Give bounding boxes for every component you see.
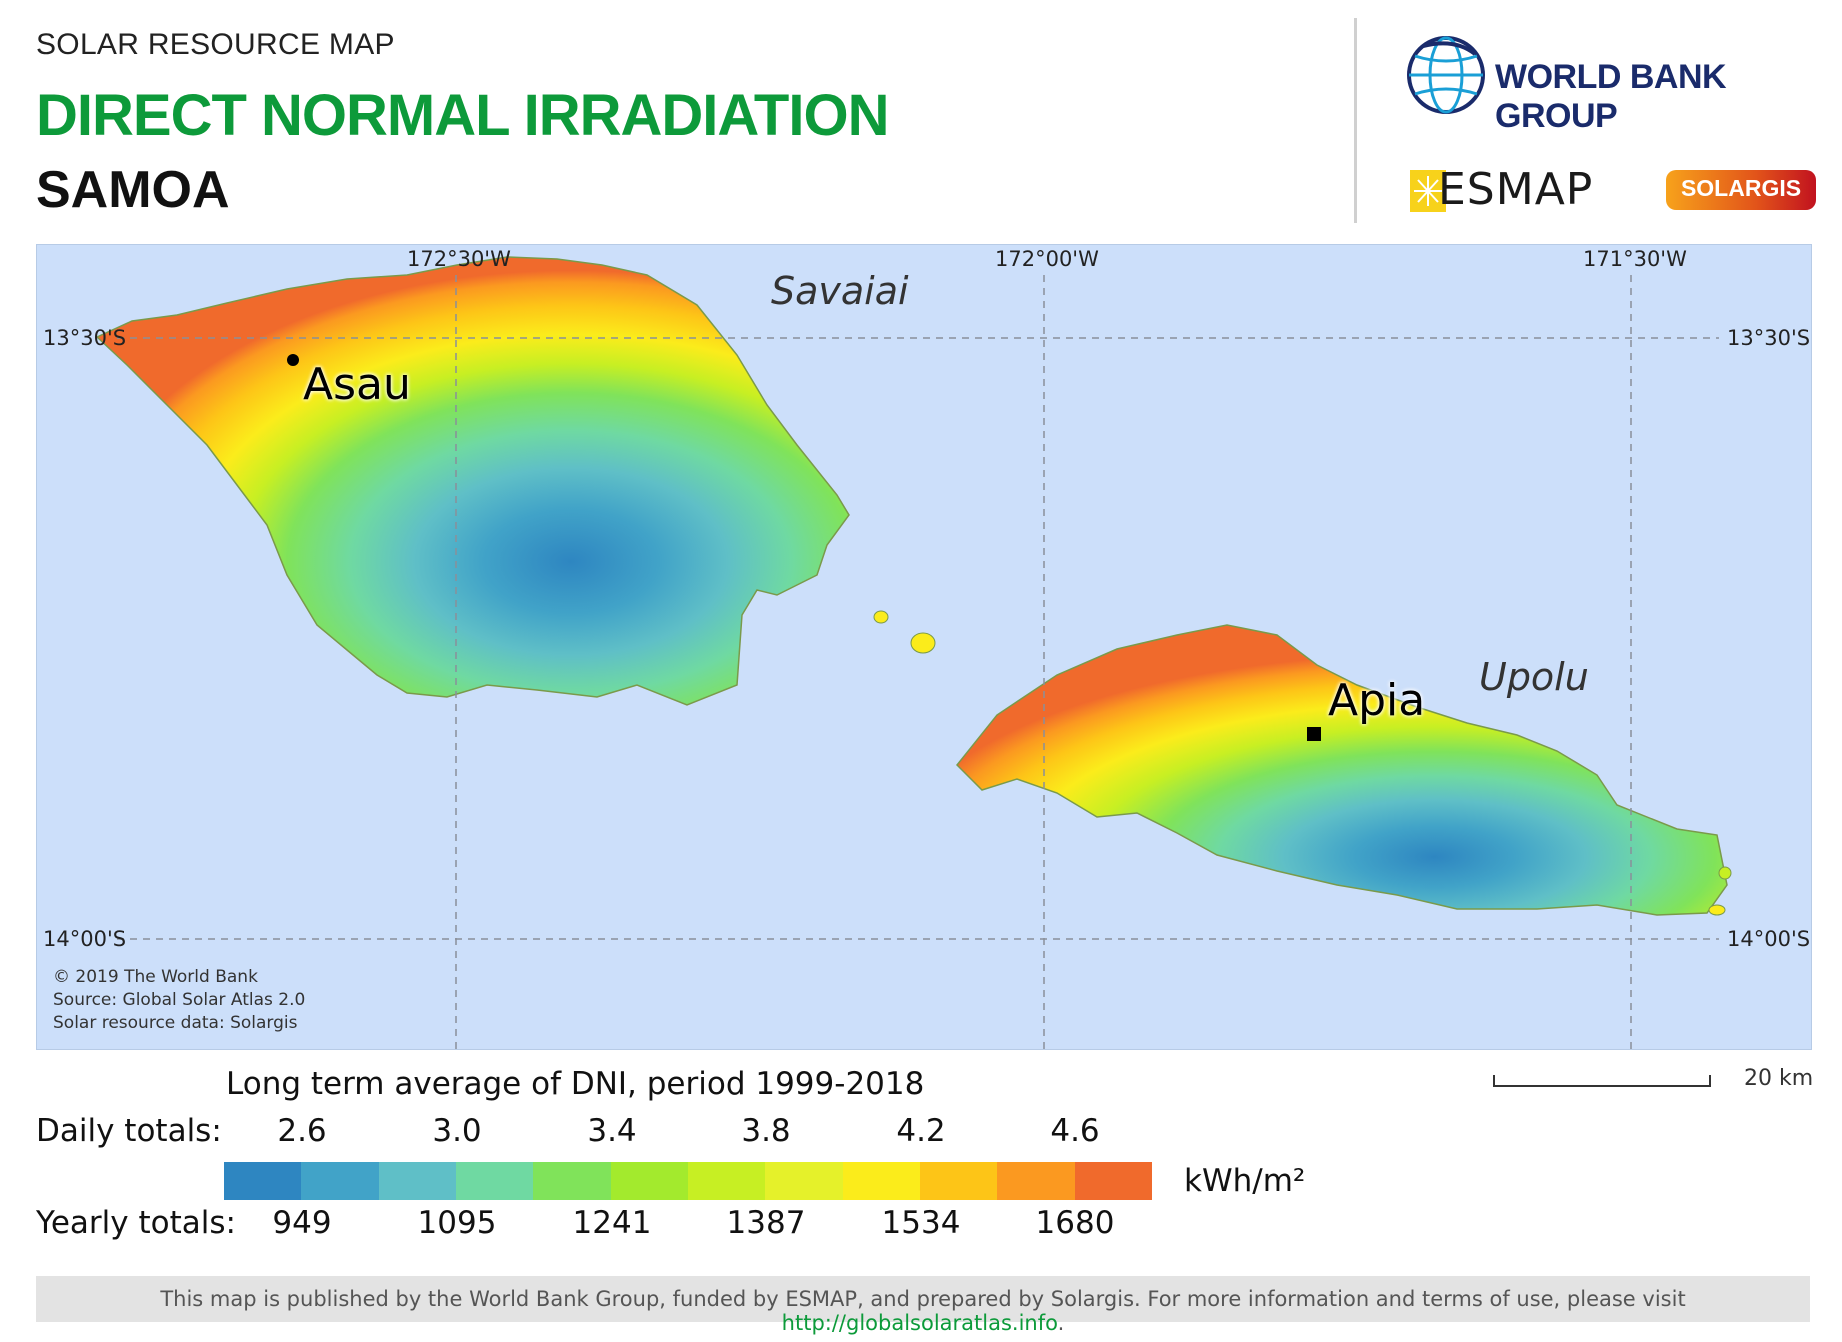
footer-end: .: [1057, 1311, 1065, 1335]
legend-color-bar: [224, 1162, 1152, 1200]
header-divider: [1354, 18, 1357, 223]
map-graphic: [95, 256, 1732, 1049]
apia-marker: [1307, 727, 1321, 741]
map-kicker: SOLAR RESOURCE MAP: [36, 28, 395, 61]
legend-swatch: [533, 1162, 611, 1200]
scale-label: 20 km: [1744, 1066, 1814, 1091]
savaii-island: [95, 256, 850, 706]
map-credit: Source: Global Solar Atlas 2.0: [53, 990, 306, 1010]
map-credit: © 2019 The World Bank: [53, 967, 258, 987]
dni-map: 172°30'W 172°00'W 171°30'W 13°30'S 13°30…: [36, 244, 1812, 1050]
latitude-label: 14°00'S: [1727, 927, 1811, 951]
legend-swatch: [765, 1162, 843, 1200]
world-bank-group-logo: WORLD BANK GROUP: [1495, 58, 1727, 135]
country-name: SAMOA: [36, 161, 230, 219]
daily-tick: 3.4: [587, 1113, 637, 1149]
yearly-tick: 949: [272, 1205, 332, 1241]
legend-swatch: [1074, 1162, 1152, 1200]
daily-tick: 2.6: [277, 1113, 327, 1149]
daily-tick: 3.8: [741, 1113, 791, 1149]
graticule: [117, 275, 1719, 1049]
esmap-sun-icon: [1410, 170, 1446, 212]
city-label-apia: Apia: [1328, 675, 1426, 726]
longitude-label: 171°30'W: [1583, 247, 1687, 271]
city-label-asau: Asau: [303, 359, 411, 410]
upolu-island: [955, 624, 1728, 916]
yearly-tick: 1095: [417, 1205, 497, 1241]
legend-swatch: [687, 1162, 766, 1200]
legend-title: Long term average of DNI, period 1999-20…: [226, 1066, 925, 1102]
yearly-totals-label: Yearly totals:: [36, 1205, 236, 1241]
yearly-tick: 1534: [881, 1205, 961, 1241]
daily-tick: 4.6: [1050, 1113, 1100, 1149]
legend-swatch: [919, 1162, 998, 1200]
legend-swatch: [224, 1162, 302, 1200]
latitude-label: 13°30'S: [1727, 326, 1811, 350]
daily-totals-label: Daily totals:: [36, 1113, 222, 1149]
islet: [873, 610, 889, 624]
map-credit: Solar resource data: Solargis: [53, 1013, 298, 1033]
daily-tick: 4.2: [896, 1113, 946, 1149]
legend-swatch: [378, 1162, 456, 1200]
latitude-label: 14°00'S: [43, 927, 127, 951]
daily-tick: 3.0: [432, 1113, 482, 1149]
yearly-tick: 1680: [1035, 1205, 1115, 1241]
esmap-logo: ESMAP: [1438, 164, 1594, 215]
legend-unit: kWh/m²: [1184, 1163, 1306, 1199]
world-bank-globe-icon: [1407, 36, 1485, 114]
longitude-label: 172°30'W: [407, 247, 511, 271]
islet: [1718, 866, 1732, 880]
yearly-tick: 1241: [572, 1205, 652, 1241]
footer-text: This map is published by the World Bank …: [36, 1287, 1810, 1335]
legend-swatch: [610, 1162, 688, 1200]
asau-marker: [287, 354, 299, 366]
latitude-label: 13°30'S: [43, 326, 127, 350]
footer-notice: This map is published by the World Bank …: [160, 1287, 1686, 1311]
solargis-logo-badge: [1666, 170, 1816, 210]
legend-swatch: [842, 1162, 920, 1200]
scale-bar: [1493, 1075, 1711, 1087]
legend-swatch: [997, 1162, 1075, 1200]
solargis-logo: SOLARGIS: [1680, 175, 1802, 201]
longitude-label: 172°00'W: [995, 247, 1099, 271]
islet: [910, 632, 936, 654]
islet: [1708, 904, 1726, 916]
region-label-savaii: Savaiai: [771, 269, 909, 313]
legend-swatch: [301, 1162, 379, 1200]
legend-swatch: [455, 1162, 534, 1200]
map-title: DIRECT NORMAL IRRADIATION: [36, 83, 889, 148]
yearly-tick: 1387: [726, 1205, 806, 1241]
footer: This map is published by the World Bank …: [36, 1276, 1810, 1335]
region-label-upolu: Upolu: [1479, 655, 1589, 699]
globalsolaratlas-link[interactable]: http://globalsolaratlas.info: [781, 1311, 1058, 1335]
